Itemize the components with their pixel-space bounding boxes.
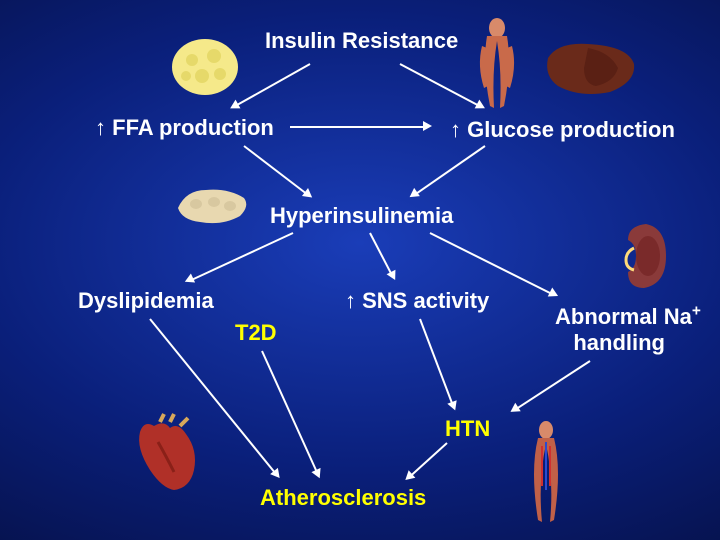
label: Glucose production [467,117,675,142]
node-t2d: T2D [235,320,277,346]
arrow-line [290,126,424,128]
label: T2D [235,320,277,345]
label: SNS activity [362,288,489,313]
arrow-line [192,232,294,280]
circulation-body-icon [518,420,574,530]
arrow-head [447,400,460,412]
up-arrow-glyph: ↑ [450,117,461,142]
up-arrow-glyph: ↑ [345,288,356,313]
fat-cells-icon [170,36,240,98]
arrow-head [548,287,561,300]
heart-icon [130,412,206,494]
arrow-line [416,145,486,194]
node-abnormal-na: Abnormal Na+ handling [555,303,701,356]
node-hyperinsulinemia: Hyperinsulinemia [270,203,453,229]
liver-icon [540,38,638,98]
node-htn: HTN [445,416,490,442]
label: Insulin Resistance [265,28,458,53]
arrow-line [369,233,392,275]
node-insulin-resistance: Insulin Resistance [265,28,458,54]
node-glucose-production: ↑ Glucose production [450,117,675,143]
muscle-body-icon [472,16,522,112]
arrow-line [410,442,447,476]
arrow-line [400,63,479,106]
node-dyslipidemia: Dyslipidemia [78,288,214,314]
arrow-line [430,232,552,294]
label: Hyperinsulinemia [270,203,453,228]
arrow-line [243,145,306,194]
arrow-line [236,63,310,106]
up-arrow-glyph: ↑ [95,115,106,140]
node-atherosclerosis: Atherosclerosis [260,485,426,511]
arrow-head [228,99,241,112]
node-sns-activity: ↑ SNS activity [345,288,489,314]
node-ffa-production: ↑ FFA production [95,115,274,141]
label: Dyslipidemia [78,288,214,313]
arrow-head [183,274,195,287]
arrow-line [419,319,453,404]
pancreas-icon [172,180,252,230]
arrow-line [261,351,318,473]
arrow-head [423,121,432,131]
label: Abnormal Na+ handling [555,304,701,355]
label: FFA production [112,115,274,140]
arrow-line [516,360,590,409]
label: HTN [445,416,490,441]
kidney-icon [608,218,672,294]
label: Atherosclerosis [260,485,426,510]
